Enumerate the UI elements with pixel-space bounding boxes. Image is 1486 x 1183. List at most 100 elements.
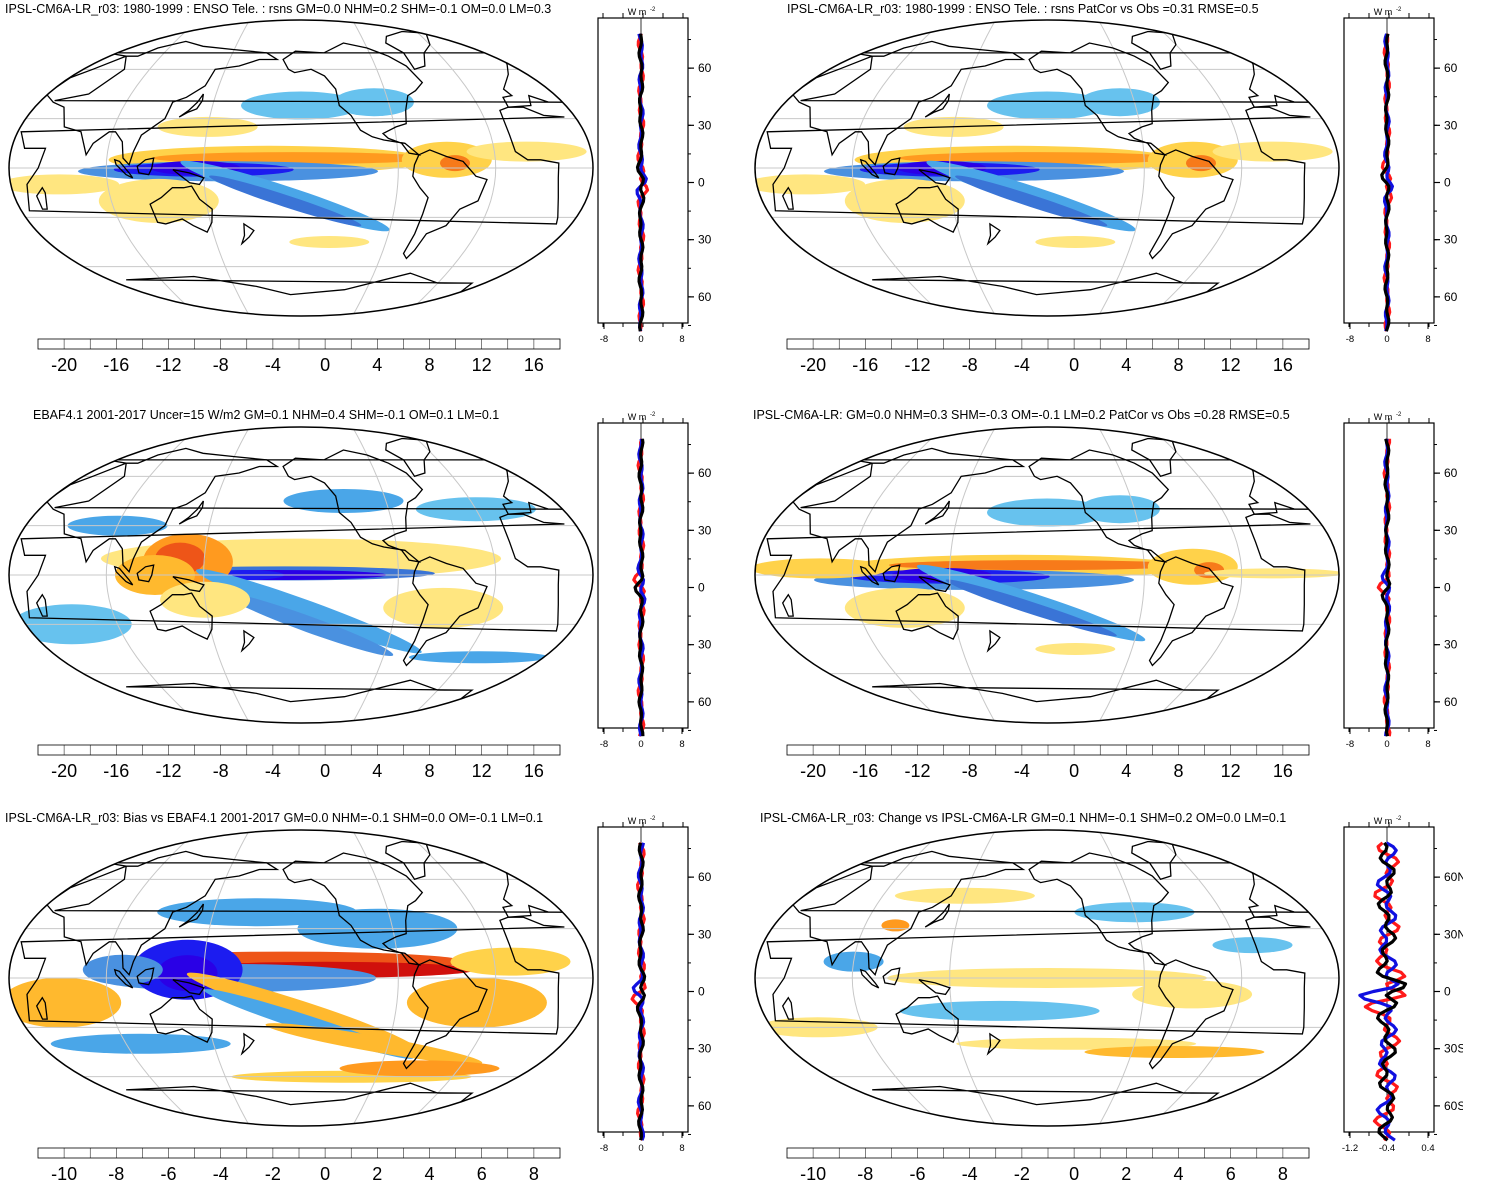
x-tick-label: 0 <box>1384 739 1389 750</box>
coastline-sumatra <box>113 968 134 989</box>
colorbar-label: 0 <box>320 761 330 781</box>
profile-unit-superscript: -2 <box>650 816 656 822</box>
anomaly-patch <box>383 587 504 628</box>
coastline-newguinea <box>172 168 205 186</box>
coastline-sumatra <box>859 565 880 586</box>
coastline-europe <box>800 459 1310 515</box>
colorbar-label: 8 <box>1278 1164 1288 1183</box>
coastline <box>766 840 1311 1126</box>
colorbar: -10-8-6-4-20246810 <box>37 1147 561 1183</box>
lat-tick-label: 30S <box>1444 1042 1463 1056</box>
zonal-mean-profile: W m-2 60N 30N 0 30S 60S -8 0 8 <box>597 412 712 750</box>
lat-tick-label: 60S <box>698 695 712 709</box>
coastline-madagascar <box>781 186 794 210</box>
anomaly-patch <box>1186 155 1216 172</box>
colorbar: -20-16-12-8-4048121620 <box>37 338 561 375</box>
map-border <box>754 426 1340 724</box>
colorbar-label: 4 <box>372 355 382 375</box>
x-tick-label: 0 <box>638 1143 643 1154</box>
coastline-europe <box>800 52 1310 108</box>
coastline-asia <box>791 447 1026 573</box>
anomaly-field <box>9 88 587 248</box>
coastline-europe <box>54 459 564 515</box>
colorbar-label: -2 <box>265 1164 281 1183</box>
coastline-nz <box>240 629 255 653</box>
colorbar-label: -20 <box>800 355 826 375</box>
lat-tick-label: 60N <box>698 870 712 884</box>
coastline-namerica <box>282 449 424 563</box>
colorbar-label: 2 <box>372 1164 382 1183</box>
anomaly-patch <box>844 178 965 223</box>
profile-unit-label: W m <box>1374 412 1393 422</box>
coastline-greenland <box>385 30 431 71</box>
coastline-madagascar <box>35 593 48 617</box>
colorbar-label: -8 <box>213 355 229 375</box>
coastline-madagascar <box>781 593 794 617</box>
colorbar-label: -20 <box>51 761 77 781</box>
anomaly-patch <box>339 1060 500 1077</box>
x-tick-label: -8 <box>1346 739 1354 750</box>
panel-title: IPSL-CM6A-LR_r03: 1980-1999 : ENSO Tele.… <box>5 2 552 16</box>
anomaly-patch <box>844 587 965 628</box>
anomaly-patch <box>157 898 358 927</box>
profile-line <box>635 33 648 332</box>
anomaly-patch <box>209 175 362 227</box>
coastline-sumatra <box>859 968 880 989</box>
lat-tick-label: 0 <box>698 985 705 999</box>
x-tick-label: -8 <box>600 334 608 345</box>
colorbar-label: -4 <box>265 761 281 781</box>
panel-title: IPSL-CM6A-LR: GM=0.0 NHM=0.3 SHM=-0.3 OM… <box>753 408 1290 422</box>
colorbar: -20-16-12-8-4048121620 <box>37 744 561 781</box>
colorbar-label: -16 <box>852 355 878 375</box>
coastline-samerica <box>1148 149 1234 260</box>
coastline-japan <box>178 903 205 928</box>
colorbar-label: -6 <box>160 1164 176 1183</box>
lat-tick-label: 60N <box>698 466 712 480</box>
anomaly-patch <box>1204 568 1339 579</box>
colorbar-label: 12 <box>472 761 492 781</box>
anomaly-patch <box>987 91 1107 120</box>
colorbar-label: 0 <box>320 355 330 375</box>
coastline-nz <box>986 1032 1001 1056</box>
coastline-europe <box>54 52 564 108</box>
anomaly-patch <box>152 152 433 165</box>
profile-unit-label: W m <box>1374 7 1393 17</box>
colorbar-label: -8 <box>962 355 978 375</box>
coastline-japan <box>924 903 951 928</box>
coastline-nz <box>240 1032 255 1056</box>
coastline-europe <box>800 862 1310 918</box>
world-map <box>754 829 1340 1127</box>
anomaly-patch <box>283 489 404 513</box>
coastline-greenland <box>385 437 431 478</box>
anomaly-patch <box>9 174 120 195</box>
profile-unit-superscript: -2 <box>1396 7 1402 13</box>
coastline-newguinea <box>918 575 951 593</box>
panel-title: EBAF4.1 2001-2017 Uncer=15 W/m2 GM=0.1 N… <box>33 408 500 422</box>
profile-line <box>633 438 645 737</box>
anomaly-patch <box>450 947 571 976</box>
colorbar-label: 16 <box>1273 761 1293 781</box>
colorbar-label: 0 <box>1069 355 1079 375</box>
colorbar-label: 16 <box>524 355 544 375</box>
profile-unit-superscript: -2 <box>650 7 656 13</box>
coastline-africa <box>766 513 1311 632</box>
coastline-greenland <box>1131 30 1177 71</box>
anomaly-patch <box>755 174 866 195</box>
coastline-greenland <box>1131 437 1177 478</box>
profile-line <box>1380 33 1391 332</box>
map-border <box>8 19 594 317</box>
colorbar-label: -10 <box>51 1164 77 1183</box>
x-tick-label: 8 <box>1425 334 1430 345</box>
x-tick-label: -8 <box>1346 334 1354 345</box>
coastline-africa <box>20 916 565 1035</box>
map-border <box>754 829 1340 1127</box>
x-tick-label: 8 <box>679 1143 684 1154</box>
x-tick-label: 0 <box>1384 334 1389 345</box>
colorbar-label: 2 <box>1121 1164 1131 1183</box>
anomaly-patch <box>1132 980 1253 1009</box>
anomaly-patch <box>408 651 549 664</box>
anomaly-patch <box>1147 548 1238 585</box>
coastline-sumatra <box>113 158 134 179</box>
anomaly-patch <box>440 155 470 172</box>
anomaly-patch <box>98 178 219 223</box>
